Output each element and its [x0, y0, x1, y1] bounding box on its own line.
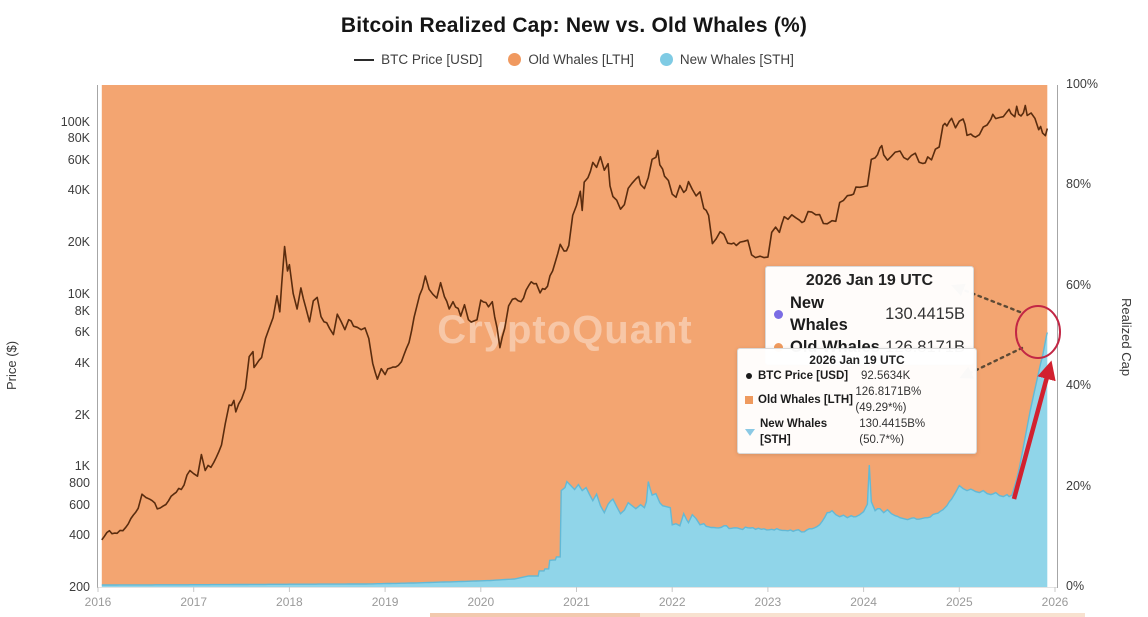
price-tick-label: 4K	[74, 355, 90, 370]
tooltip-row-btc-price: BTC Price [USD] 92.5634K	[745, 368, 969, 384]
year-tick-label: 2020	[467, 595, 495, 609]
price-tick-label: 600	[69, 497, 90, 512]
tooltip-row-new-whales: New Whales 130.4415B	[774, 292, 965, 336]
tooltip-label: New Whales [STH]	[760, 418, 828, 446]
new-whales-marker-icon	[745, 428, 755, 436]
tooltip-detail: 2026 Jan 19 UTC BTC Price [USD] 92.5634K…	[737, 348, 977, 454]
price-tick-label: 2K	[74, 407, 90, 422]
legend-item-new-whales[interactable]: New Whales [STH]	[659, 52, 794, 67]
price-tick-label: 1K	[74, 459, 90, 474]
percent-tick-label: 0%	[1066, 579, 1085, 593]
tooltip-row-old-whales: Old Whales [LTH] 126.8171B% (49.29*%)	[745, 384, 969, 416]
price-tick-label: 200	[69, 580, 90, 594]
year-tick-label: 2022	[658, 595, 686, 609]
dot-swatch-icon	[508, 53, 522, 66]
btc-price-line	[101, 104, 1049, 541]
price-tick-label: 40K	[67, 183, 90, 198]
bottom-axis-line	[98, 587, 1057, 588]
tooltip-date: 2026 Jan 19 UTC	[805, 272, 934, 289]
year-tick-label: 2016	[84, 595, 112, 609]
percent-tick-label: 60%	[1066, 277, 1092, 292]
price-tick-label: 80K	[67, 131, 90, 146]
tooltip-label: BTC Price [USD]	[758, 370, 849, 382]
legend-label: Old Whales [LTH]	[528, 52, 634, 67]
legend-label: New Whales [STH]	[679, 52, 794, 67]
red-arrow	[1011, 360, 1056, 500]
plot-area[interactable]: CryptoQuant	[97, 85, 1061, 592]
year-tick-label: 2021	[563, 595, 590, 609]
new-whales-edge-line	[101, 332, 1048, 586]
old-whales-area	[101, 85, 1048, 585]
tooltip-value: 130.4415B	[885, 305, 965, 323]
price-tick-label: 20K	[67, 235, 90, 250]
new-whales-area	[101, 332, 1048, 587]
tooltip-value: 126.8171B% (49.29*%)	[855, 386, 922, 414]
percent-tick-label: 100%	[1066, 77, 1098, 91]
price-tick-label: 10K	[67, 287, 90, 302]
price-tick-label: 60K	[67, 152, 90, 167]
legend: BTC Price [USD] Old Whales [LTH] New Wha…	[0, 52, 1148, 67]
price-tick-label: 800	[69, 476, 90, 491]
price-tick-label: 8K	[74, 303, 90, 318]
percent-tick-label: 80%	[1066, 177, 1092, 192]
year-tick-label: 2024	[850, 595, 877, 609]
left-axis-line	[97, 85, 98, 588]
old-whales-marker-icon	[745, 396, 753, 404]
left-axis-title: Price ($)	[4, 340, 19, 390]
year-tick-label: 2025	[945, 595, 973, 609]
price-tick-label: 6K	[74, 325, 90, 340]
legend-item-btc-price[interactable]: BTC Price [USD]	[354, 52, 482, 67]
chart-canvas[interactable]: CryptoQuant	[97, 85, 1061, 592]
right-axis-line	[1057, 85, 1058, 588]
watermark: CryptoQuant	[437, 308, 692, 352]
legend-item-old-whales[interactable]: Old Whales [LTH]	[508, 52, 634, 67]
price-tick-label: 100K	[60, 114, 90, 129]
tooltip-label: Old Whales [LTH]	[758, 394, 853, 406]
highlight-circle	[1015, 305, 1061, 359]
percent-tick-label: 20%	[1066, 478, 1092, 493]
right-axis-title: Realized Cap	[1119, 298, 1134, 377]
tooltip-label: New Whales	[790, 294, 848, 334]
legend-label: BTC Price [USD]	[381, 52, 483, 67]
price-tick-label: 400	[69, 528, 90, 543]
page-title: Bitcoin Realized Cap: New vs. Old Whales…	[340, 14, 808, 37]
year-tick-label: 2019	[371, 595, 399, 609]
tooltip-value: 130.4415B% (50.7*%)	[859, 418, 926, 446]
old-whales-bullet-icon	[774, 342, 783, 352]
cropped-range-selector	[430, 613, 640, 617]
dot-swatch-icon	[659, 53, 673, 66]
year-tick-label: 2026	[1041, 595, 1069, 609]
new-whales-bullet-icon	[774, 309, 783, 319]
btc-price-marker-icon	[746, 373, 752, 379]
tooltip-date: 2026 Jan 19 UTC	[809, 353, 905, 367]
percent-tick-label: 40%	[1066, 378, 1092, 393]
cropped-range-selector	[640, 613, 1085, 617]
year-tick-label: 2023	[754, 595, 782, 609]
line-swatch-icon	[354, 58, 375, 61]
tooltip-value: 92.5634K	[861, 370, 911, 382]
year-tick-label: 2017	[180, 595, 208, 609]
tooltip-row-new-whales: New Whales [STH] 130.4415B% (50.7*%)	[745, 416, 969, 448]
year-tick-label: 2018	[276, 595, 303, 609]
